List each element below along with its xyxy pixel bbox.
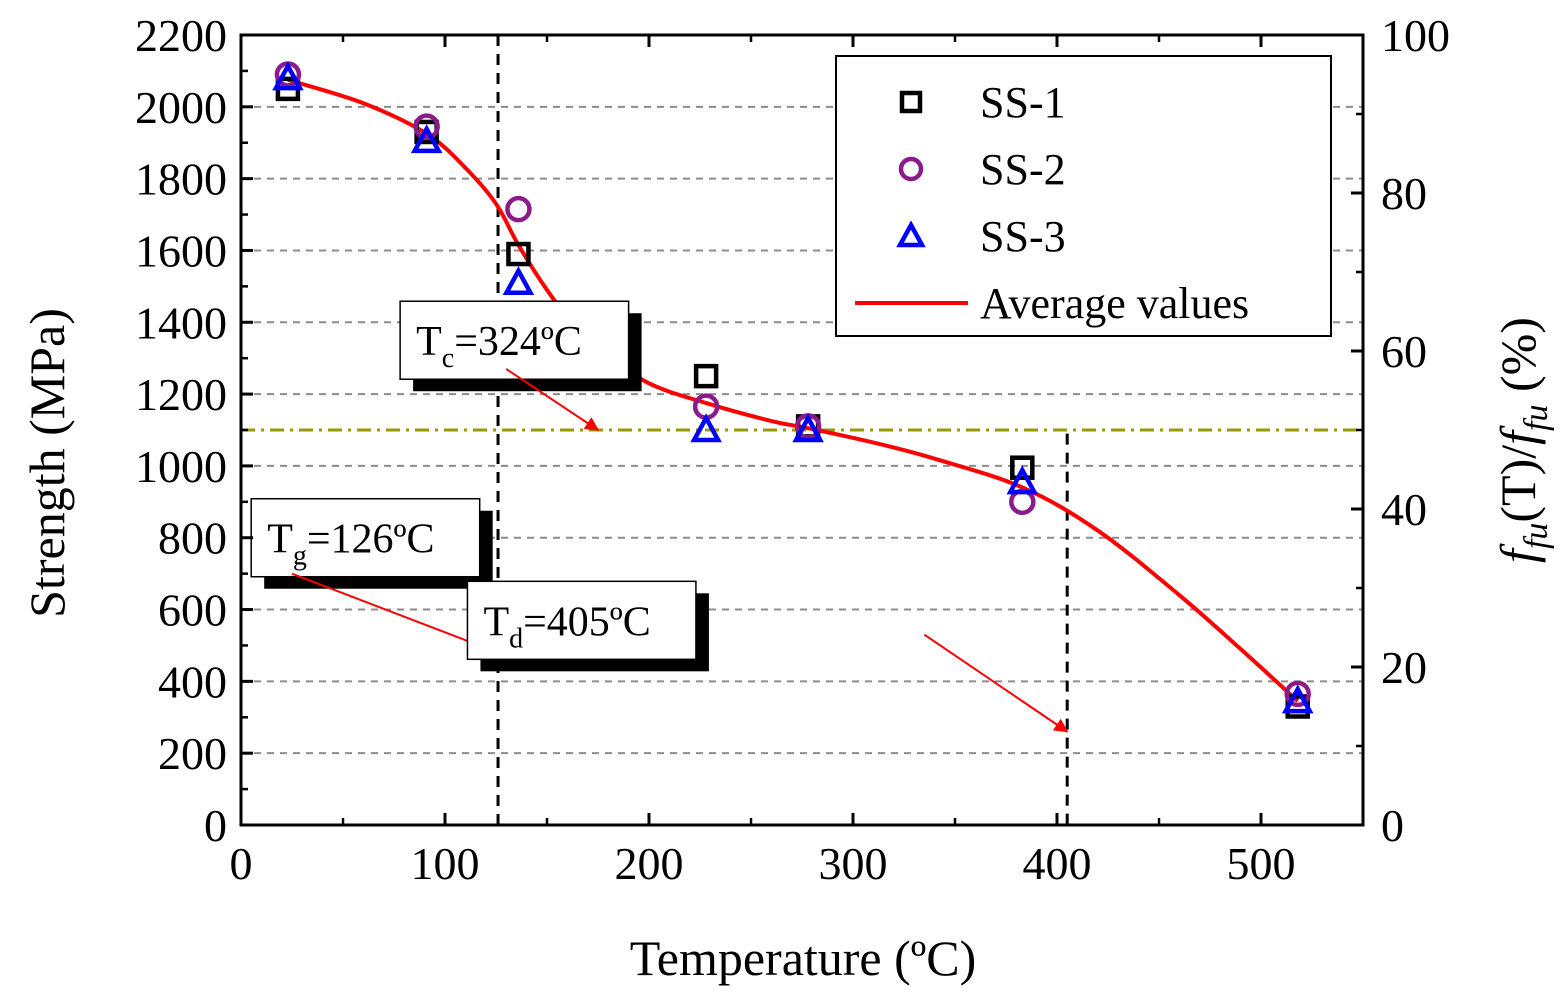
ss-3-point <box>502 266 535 296</box>
ss-3-point <box>792 413 824 443</box>
y2-tick-label: 40 <box>1381 484 1427 535</box>
annotation-box-tc <box>399 300 630 380</box>
y-tick-label: 1400 <box>135 297 227 348</box>
ss-2-point <box>1284 680 1311 708</box>
ss-3-point <box>1281 684 1314 714</box>
legend-label-ss-3: SS-3 <box>980 212 1066 261</box>
ss-1-point <box>506 241 531 267</box>
legend-label-ss-1: SS-1 <box>980 78 1066 127</box>
y-tick-label: 600 <box>158 585 227 636</box>
ss-1-point <box>693 363 719 389</box>
annotation-symbol-td: T <box>483 599 509 645</box>
annotation-label-td: Td=405ºC <box>483 599 650 654</box>
x-tick-label: 500 <box>1227 838 1296 889</box>
y2-title-pct: (%) <box>1490 317 1546 404</box>
annotation-subscript-tg: g <box>293 541 307 572</box>
annotation-box-td <box>466 580 697 661</box>
y-tick-label: 1600 <box>135 225 227 276</box>
annotation-arrow-tg <box>291 572 500 655</box>
y2-title-sub2: fu <box>1518 405 1555 431</box>
ss-3-point <box>1006 465 1039 495</box>
legend-label-average-values: Average values <box>980 279 1249 328</box>
ss-2-point <box>413 113 440 140</box>
y2-title-paren: (T)/ <box>1490 445 1546 523</box>
ss-2-point <box>505 195 532 223</box>
y2-tick-label: 0 <box>1381 800 1404 851</box>
annotation-value-tc: =324ºC <box>454 319 582 365</box>
annotation-subscript-td: d <box>509 623 523 654</box>
y-tick-label: 400 <box>158 656 227 707</box>
y2-tick-label: 20 <box>1381 642 1427 693</box>
x-tick-label: 0 <box>230 838 253 889</box>
y2-tick-label: 80 <box>1381 168 1427 219</box>
annotation-box-tg <box>250 497 481 578</box>
y-tick-label: 2200 <box>135 10 227 61</box>
ss-3-point <box>272 61 304 91</box>
legend: SS-1 SS-2 SS-3 Average values <box>835 55 1332 337</box>
average-line-layer <box>287 77 1300 703</box>
ss-1-point <box>1010 455 1035 480</box>
annotation-label-tg: Tg=126ºC <box>267 517 434 572</box>
annotation-arrow-td <box>923 633 1069 733</box>
annotation-value-td: =405ºC <box>523 599 651 645</box>
annotation-symbol-tc: T <box>416 319 442 365</box>
x-tick-label: 100 <box>411 838 480 889</box>
y2-tick-label: 60 <box>1381 326 1427 377</box>
legend-swatch-ss-3 <box>896 220 926 248</box>
y2-axis-title: ffu(T)/ffu (%) <box>1490 317 1555 563</box>
x-axis-title: Temperature (ºC) <box>630 930 977 986</box>
y-tick-label: 0 <box>204 800 227 851</box>
y2-tick-label: 100 <box>1381 10 1450 61</box>
annotation-value-tg: =126ºC <box>307 517 435 563</box>
legend-swatch-ss-2 <box>898 156 924 182</box>
y-tick-label: 1000 <box>135 441 227 492</box>
x-tick-label: 400 <box>1023 838 1092 889</box>
annotation-subscript-tc: c <box>442 343 454 374</box>
ss-3-point <box>690 413 722 443</box>
y-tick-label: 1200 <box>135 369 227 420</box>
legend-swatch-ss-1 <box>899 90 923 114</box>
x-tick-label: 300 <box>819 838 888 889</box>
x-tick-label: 200 <box>615 838 684 889</box>
y-tick-label: 200 <box>158 728 227 779</box>
average-values-line <box>287 77 1300 703</box>
annotation-symbol-tg: T <box>267 517 293 563</box>
annotation-arrow-tc <box>505 368 600 431</box>
y-axis-title: Strength (MPa) <box>19 308 75 618</box>
axes: 0 100 200 300 400 500020040060080010001200140… <box>135 10 1450 889</box>
annotation-label-tc: Tc=324ºC <box>416 319 582 374</box>
y2-title-sub1: fu <box>1518 523 1555 549</box>
y-tick-label: 1800 <box>135 154 227 205</box>
y-tick-label: 2000 <box>135 82 227 133</box>
legend-label-ss-2: SS-2 <box>980 145 1066 194</box>
y-tick-label: 800 <box>158 513 227 564</box>
ss-3-point <box>410 124 443 154</box>
